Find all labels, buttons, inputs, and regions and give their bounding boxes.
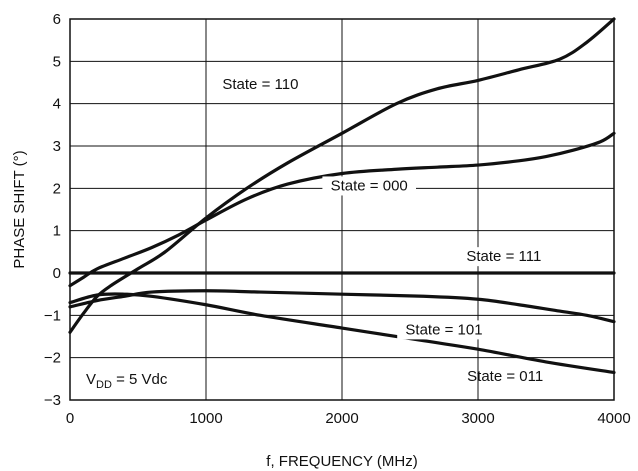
series-label-text: State = 110 [222,76,298,93]
vdd-subscript: DD [96,379,112,391]
y-tick-label: 6 [53,11,61,28]
y-tick-label: 0 [53,265,61,282]
y-tick-label: −3 [44,392,61,409]
y-tick-label: 2 [53,180,61,197]
series-label: State = 111 [457,247,551,267]
series-label-background [397,320,491,340]
series-label-text: State = 101 [405,321,482,338]
x-tick-label: 0 [66,410,74,427]
y-tick-label: 5 [53,53,61,70]
x-tick-label: 2000 [325,410,358,427]
x-tick-labels: 0 1000 2000 3000 4000 [66,410,631,427]
plot-frame [69,18,615,401]
series-line-state-110 [68,17,616,334]
series-label-text: State = 011 [467,368,543,385]
y-tick-label: 4 [53,96,61,113]
series-label: State = 000 [322,176,416,196]
series-label-background [322,176,416,196]
series-line-state-101 [68,289,616,324]
y-tick-label: 1 [53,223,61,240]
vdd-suffix: = 5 Vdc [112,371,168,388]
y-tick-labels: −3 −2 −1 0 1 2 3 4 5 6 [44,11,61,409]
x-tick-label: 4000 [597,410,630,427]
series-labels: State = 110 State = 000 State = 111 State =… [222,76,551,385]
y-tick-label: −1 [44,307,61,324]
y-axis-label: PHASE SHIFT (°) [11,150,28,268]
series-label: State = 011 [467,368,543,385]
vdd-prefix: V [86,371,96,388]
series-label: State = 110 [222,76,298,93]
series-label-background [457,247,551,267]
series-line-state-011 [68,292,616,375]
x-tick-label: 3000 [461,410,494,427]
y-tick-label: −2 [44,350,61,367]
x-tick-label: 1000 [189,410,222,427]
series-curves [68,17,616,375]
vdd-annotation: VDD = 5 Vdc [86,371,168,391]
series-label-text: State = 111 [466,248,541,265]
series-label: State = 101 [397,320,491,340]
grid-lines [69,18,615,401]
series-label-text: State = 000 [331,177,408,194]
x-axis-label: f, FREQUENCY (MHz) [266,453,417,470]
series-line-state-000 [68,131,616,288]
y-tick-label: 3 [53,138,61,155]
